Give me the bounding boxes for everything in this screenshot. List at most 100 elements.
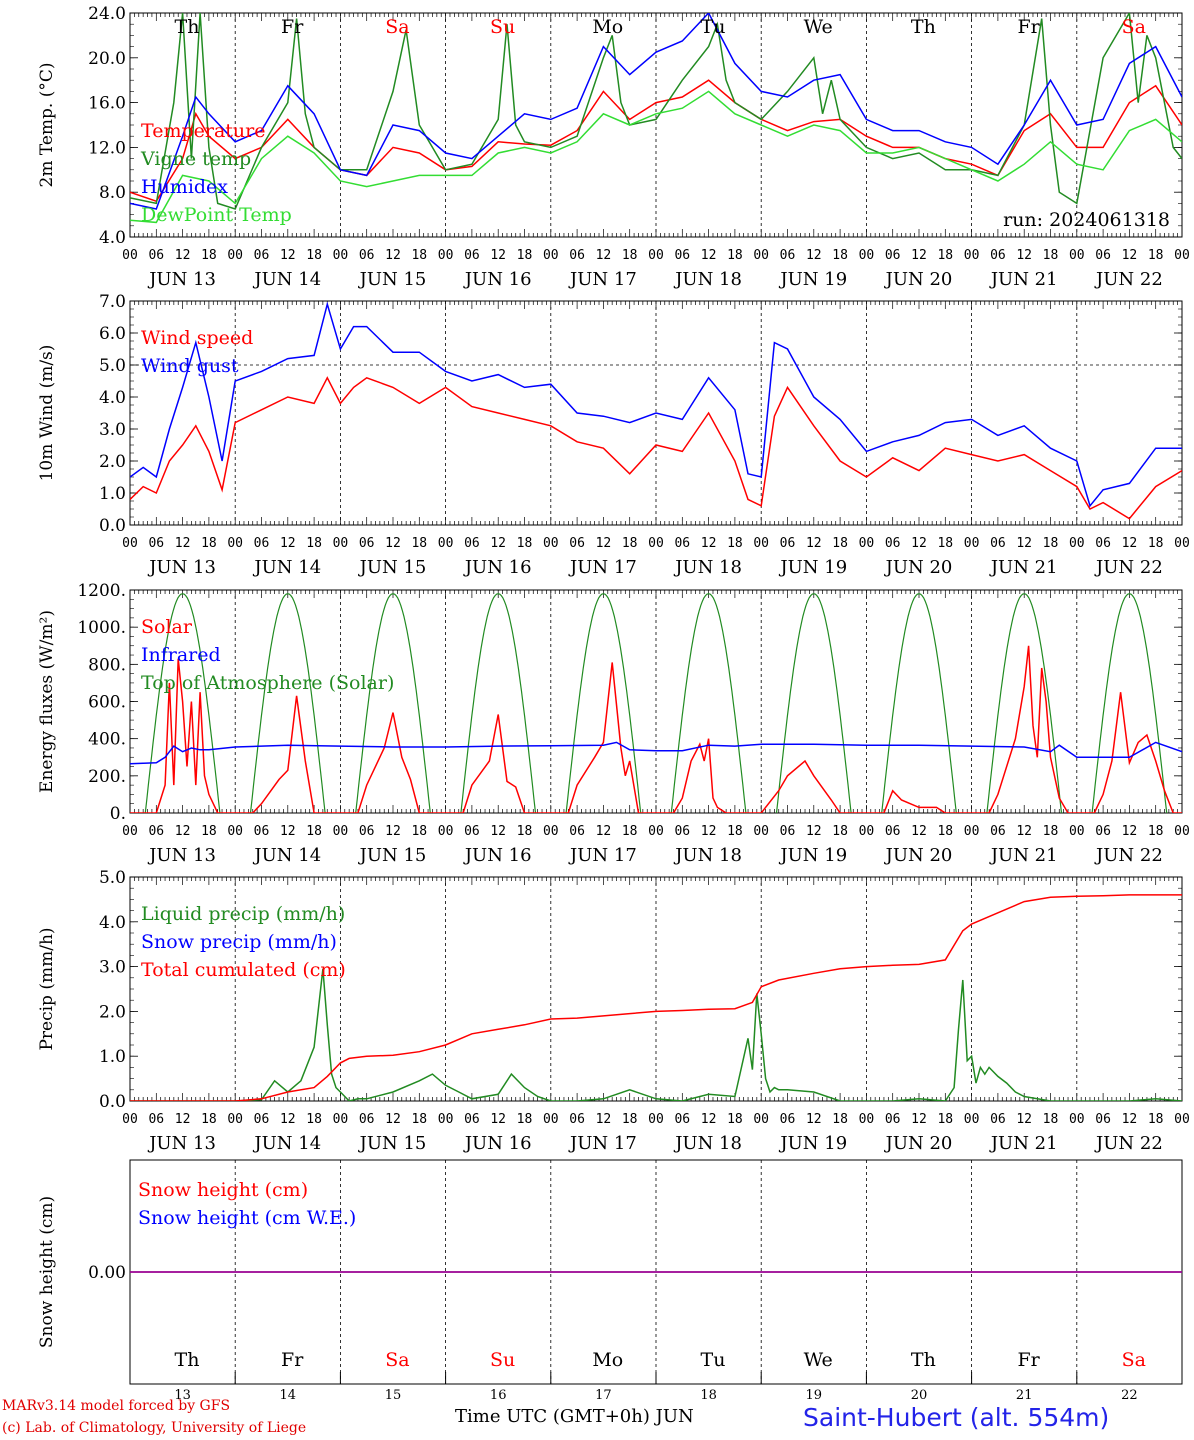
series-line [130,741,1182,765]
weekday-label: Su [490,16,515,38]
hour-tick-label: 12 [1122,536,1138,551]
y-tick-label: 1000. [77,618,126,638]
hour-tick-label: 00 [122,824,138,839]
day-label: JUN 20 [884,557,953,578]
hour-tick-label: 00 [543,824,559,839]
day-label: JUN 22 [1094,557,1163,578]
y-tick-label: 600. [88,693,126,713]
hour-tick-label: 06 [148,824,164,839]
legend-label: Wind speed [141,327,253,349]
day-number-label: 17 [595,1388,612,1403]
series-line [130,90,1182,224]
day-number-label: 15 [385,1388,402,1403]
hour-tick-label: 18 [201,536,217,551]
hour-tick-label: 12 [280,1112,296,1127]
hour-tick-label: 18 [306,536,322,551]
weekday-label: Su [490,1349,515,1371]
weekday-label: Fr [1017,1349,1040,1371]
y-tick-label: 5.0 [99,356,126,376]
day-label: JUN 17 [568,557,637,578]
toa-solar-curve [775,593,852,813]
hour-tick-label: 18 [1043,1112,1059,1127]
legend-label: Snow precip (mm/h) [141,931,337,953]
hour-tick-label: 12 [596,824,612,839]
day-label: JUN 13 [147,269,216,290]
hour-tick-label: 06 [674,824,690,839]
y-tick-label: 400. [88,730,126,750]
hour-tick-label: 06 [1095,248,1111,263]
y-tick-label: 8.0 [99,183,126,203]
hour-tick-label: 12 [1016,248,1032,263]
hour-tick-label: 00 [227,1112,243,1127]
y-tick-label: 4.0 [99,913,126,933]
hour-tick-label: 18 [727,824,743,839]
legend-label: Vigne temp [140,148,251,170]
hour-tick-label: 00 [964,248,980,263]
hour-tick-label: 06 [885,248,901,263]
hour-tick-label: 00 [859,536,875,551]
hour-tick-label: 12 [175,1112,191,1127]
hour-tick-label: 00 [648,536,664,551]
weekday-label: Mo [592,16,623,38]
toa-solar-curve [355,593,431,813]
hour-tick-label: 12 [701,1112,717,1127]
hour-tick-label: 12 [911,248,927,263]
hour-tick-label: 00 [543,1112,559,1127]
hour-tick-label: 06 [464,1112,480,1127]
hour-tick-label: 18 [411,536,427,551]
toa-solar-curve [1091,593,1168,813]
hour-tick-label: 18 [727,248,743,263]
hour-tick-label: 18 [306,1112,322,1127]
day-label: JUN 17 [568,1133,637,1154]
hour-tick-label: 06 [990,1112,1006,1127]
hour-tick-label: 00 [1069,248,1085,263]
hour-tick-label: 18 [622,248,638,263]
hour-tick-label: 06 [1095,536,1111,551]
hour-tick-label: 06 [254,1112,270,1127]
panel-1: 00 06 12 18 JUN 13 00 06 12 18 JUN 14 00 06 12 18 JUN … [37,4,1190,290]
hour-tick-label: 12 [806,248,822,263]
day-label: JUN 20 [884,269,953,290]
hour-tick-label: 00 [122,1112,138,1127]
legend-label: Snow height (cm W.E.) [138,1207,356,1229]
hour-tick-label: 12 [1122,1112,1138,1127]
weekday-label: Tu [701,1349,726,1371]
y-axis-title: Snow height (cm) [37,1196,57,1348]
toa-solar-curve [249,593,326,813]
hour-tick-label: 06 [464,248,480,263]
weekday-label: Th [911,1349,936,1371]
panel-2: 00 06 12 18 JUN 13 00 06 12 18 JUN 14 00 06 12 18 JUN … [37,292,1190,578]
hour-tick-label: 18 [1148,1112,1164,1127]
hour-tick-label: 00 [122,536,138,551]
hour-tick-label: 18 [411,248,427,263]
hour-tick-label: 06 [148,1112,164,1127]
y-tick-label: 5.0 [99,868,126,888]
y-axis-title: Energy fluxes (W/m²) [37,610,57,793]
hour-tick-label: 18 [727,536,743,551]
legend-label: DewPoint Temp [141,204,292,226]
day-label: JUN 17 [568,269,637,290]
hour-tick-label: 12 [806,1112,822,1127]
day-label: JUN 22 [1094,1133,1163,1154]
hour-tick-label: 12 [806,536,822,551]
hour-tick-label: 18 [1148,248,1164,263]
day-label: JUN 21 [989,845,1058,866]
day-label: JUN 19 [778,1133,847,1154]
hour-tick-label: 00 [859,824,875,839]
hour-tick-label: 00 [227,248,243,263]
hour-tick-label: 12 [911,1112,927,1127]
hour-tick-label: 18 [1148,824,1164,839]
hour-tick-label: 12 [911,536,927,551]
y-tick-label: 12.0 [88,138,126,158]
x-axis-title-text: Time UTC (GMT+0h) [455,1406,650,1427]
weekday-label: Fr [281,16,304,38]
series-line [130,894,1182,1101]
weekday-label: Sa [1122,16,1146,38]
toa-solar-curve [144,593,221,813]
hour-tick-label: 18 [832,248,848,263]
hour-tick-label: 00 [859,1112,875,1127]
day-label: JUN 21 [989,269,1058,290]
hour-tick-label: 18 [201,1112,217,1127]
hour-tick-label: 12 [596,536,612,551]
hour-tick-label: 18 [201,248,217,263]
